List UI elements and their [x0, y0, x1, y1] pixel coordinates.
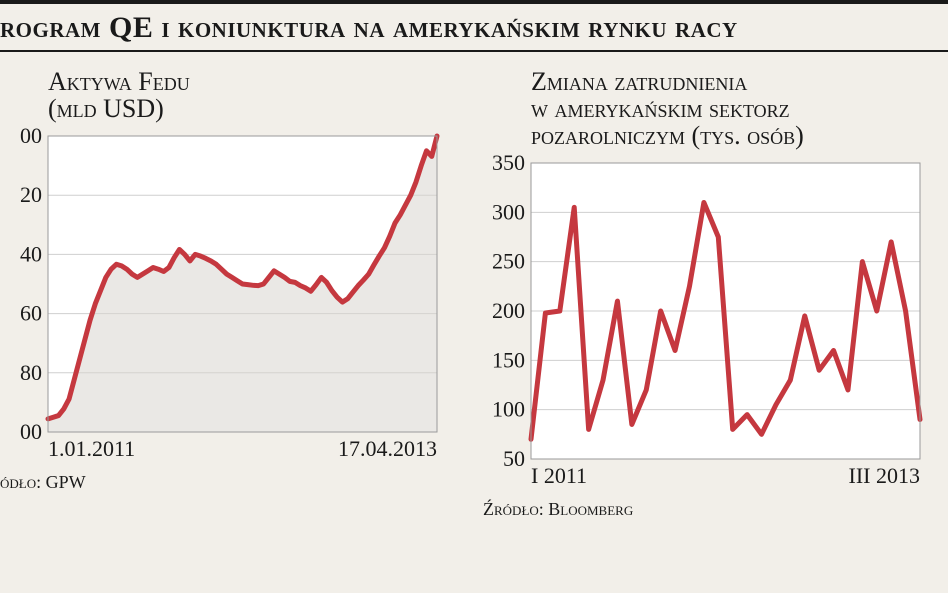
svg-text:100: 100 — [492, 397, 525, 422]
left-chart: 0080604020001.01.201117.04.2013 — [0, 128, 465, 468]
top-rule — [0, 0, 948, 4]
svg-text:1.01.2011: 1.01.2011 — [48, 436, 135, 461]
page-title: rogram QE i koniunktura na amerykańskim … — [0, 10, 948, 50]
svg-text:00: 00 — [20, 419, 42, 444]
right-panel: Zmiana zatrudnienia w amerykańskim sekto… — [483, 62, 948, 521]
right-chart: 50 100 150 200 250 300 350 I 2011 III 2013 — [483, 155, 948, 495]
svg-text:80: 80 — [20, 360, 42, 385]
left-panel: Aktywa Fedu (mld USD) 0080604020001.01.2… — [0, 62, 465, 521]
svg-text:I 2011: I 2011 — [531, 463, 587, 488]
svg-text:40: 40 — [20, 241, 42, 266]
svg-text:350: 350 — [492, 155, 525, 175]
right-source: Źródło: Bloomberg — [483, 499, 948, 520]
svg-text:20: 20 — [20, 182, 42, 207]
svg-text:200: 200 — [492, 298, 525, 323]
svg-text:00: 00 — [20, 128, 42, 148]
svg-text:III 2013: III 2013 — [849, 463, 920, 488]
svg-text:150: 150 — [492, 348, 525, 373]
right-chart-title: Zmiana zatrudnienia w amerykańskim sekto… — [531, 68, 948, 150]
svg-text:300: 300 — [492, 200, 525, 225]
svg-text:50: 50 — [503, 446, 525, 471]
mid-rule — [0, 50, 948, 52]
panels-row: Aktywa Fedu (mld USD) 0080604020001.01.2… — [0, 62, 948, 521]
svg-text:60: 60 — [20, 301, 42, 326]
left-source: ódło: GPW — [0, 472, 465, 493]
svg-text:17.04.2013: 17.04.2013 — [338, 436, 437, 461]
left-chart-title: Aktywa Fedu (mld USD) — [48, 68, 465, 123]
svg-text:250: 250 — [492, 249, 525, 274]
